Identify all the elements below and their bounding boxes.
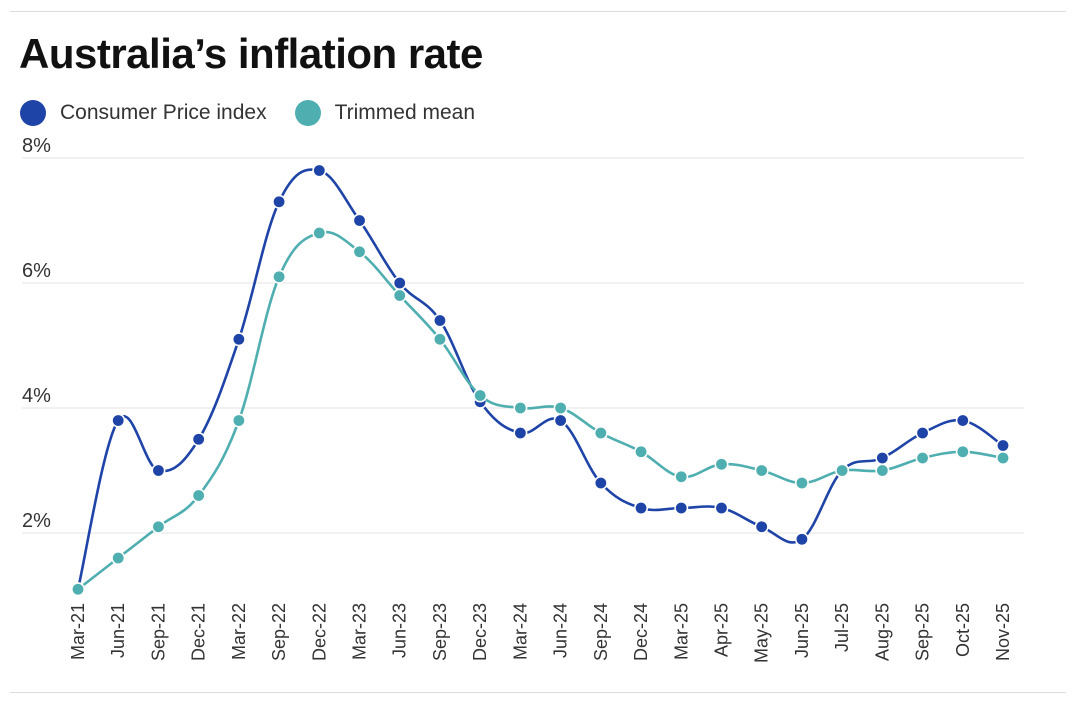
data-point-trimmed-mean [392,288,407,303]
gridlines [22,157,1024,534]
data-point-cpi [593,475,608,490]
x-tick-label: Nov-25 [993,603,1013,661]
data-point-trimmed-mean [754,463,769,478]
x-tick-label: Mar-24 [510,603,530,660]
data-point-cpi [432,313,447,328]
data-point-trimmed-mean [272,269,287,284]
x-tick-label: Mar-23 [350,603,370,660]
legend-item-trimmed-mean: Trimmed mean [294,100,476,126]
data-point-trimmed-mean [432,332,447,347]
legend-item-cpi: Consumer Price index [20,100,267,126]
data-point-trimmed-mean [593,425,608,440]
data-point-trimmed-mean [915,450,930,465]
x-tick-label: Dec-24 [631,603,651,661]
data-point-trimmed-mean [191,488,206,503]
data-point-cpi [674,500,689,515]
data-point-cpi [231,332,246,347]
data-point-trimmed-mean [995,450,1010,465]
legend-label-cpi: Consumer Price index [60,101,267,124]
x-tick-label: Jun-24 [551,603,571,658]
series-cpi [71,163,1010,597]
data-point-cpi [794,532,809,547]
series-line-cpi [76,168,1005,591]
data-point-trimmed-mean [473,388,488,403]
x-tick-label: Jun-23 [390,603,410,658]
data-point-trimmed-mean [634,444,649,459]
legend-label-trimmed-mean: Trimmed mean [334,101,476,124]
data-point-trimmed-mean [111,550,126,565]
x-tick-label: Sep-22 [269,603,289,661]
x-tick-label: Dec-22 [309,603,329,661]
data-point-cpi [312,163,327,178]
series-line-trimmed-mean [76,230,1005,591]
data-point-cpi [754,519,769,534]
data-point-trimmed-mean [955,444,970,459]
y-tick-label: 8% [22,135,51,157]
series [71,163,1010,597]
data-point-trimmed-mean [553,400,568,415]
x-tick-label: Sep-23 [430,603,450,661]
legend: Consumer Price index Trimmed mean [20,99,503,127]
x-tick-label: Oct-25 [953,603,973,657]
x-tick-label: Apr-25 [711,603,731,657]
x-tick-label: Sep-24 [591,603,611,661]
x-tick-label: Dec-23 [470,603,490,661]
data-point-cpi [352,213,367,228]
data-point-trimmed-mean [151,519,166,534]
data-point-cpi [392,275,407,290]
legend-marker-cpi [20,100,46,126]
x-tick-label: Jul-25 [832,603,852,652]
data-point-cpi [714,500,729,515]
data-point-trimmed-mean [835,463,850,478]
data-point-trimmed-mean [352,244,367,259]
data-point-cpi [995,438,1010,453]
top-divider [10,11,1066,12]
y-tick-label: 2% [22,510,51,532]
y-axis-ticks: 2% 4% 6% 8% [22,135,51,532]
data-point-cpi [272,194,287,209]
data-point-trimmed-mean [312,226,327,241]
x-axis-ticks: Mar-21 Jun-21 Sep-21 Dec-21 Mar-22 Sep-22 Dec-… [68,603,1013,663]
x-tick-label: Sep-25 [913,603,933,661]
x-tick-label: Jun-21 [108,603,128,658]
data-point-cpi [553,413,568,428]
data-point-cpi [191,432,206,447]
x-tick-label: Jun-25 [792,603,812,658]
data-point-cpi [955,413,970,428]
data-point-cpi [513,425,528,440]
bottom-divider [10,692,1066,693]
x-tick-label: Dec-21 [189,603,209,661]
legend-marker-trimmed-mean [294,100,321,126]
data-point-trimmed-mean [794,475,809,490]
data-point-trimmed-mean [674,469,689,484]
x-tick-label: Aug-25 [872,603,892,661]
x-tick-label: Sep-21 [148,603,168,661]
data-point-trimmed-mean [71,582,86,597]
y-tick-label: 6% [22,260,51,282]
y-tick-label: 4% [22,385,51,407]
x-tick-label: Mar-21 [68,603,88,660]
x-tick-label: Mar-22 [229,603,249,660]
data-point-trimmed-mean [714,457,729,472]
data-point-trimmed-mean [231,413,246,428]
data-point-trimmed-mean [875,463,890,478]
data-point-cpi [915,425,930,440]
chart-title: Australia’s inflation rate [19,30,483,77]
series-trimmed-mean [71,226,1010,597]
x-tick-label: Mar-25 [671,603,691,660]
x-tick-label: May-25 [752,603,772,663]
data-point-cpi [634,500,649,515]
data-point-cpi [875,450,890,465]
data-point-cpi [151,463,166,478]
data-point-cpi [111,413,126,428]
data-point-trimmed-mean [513,400,528,415]
